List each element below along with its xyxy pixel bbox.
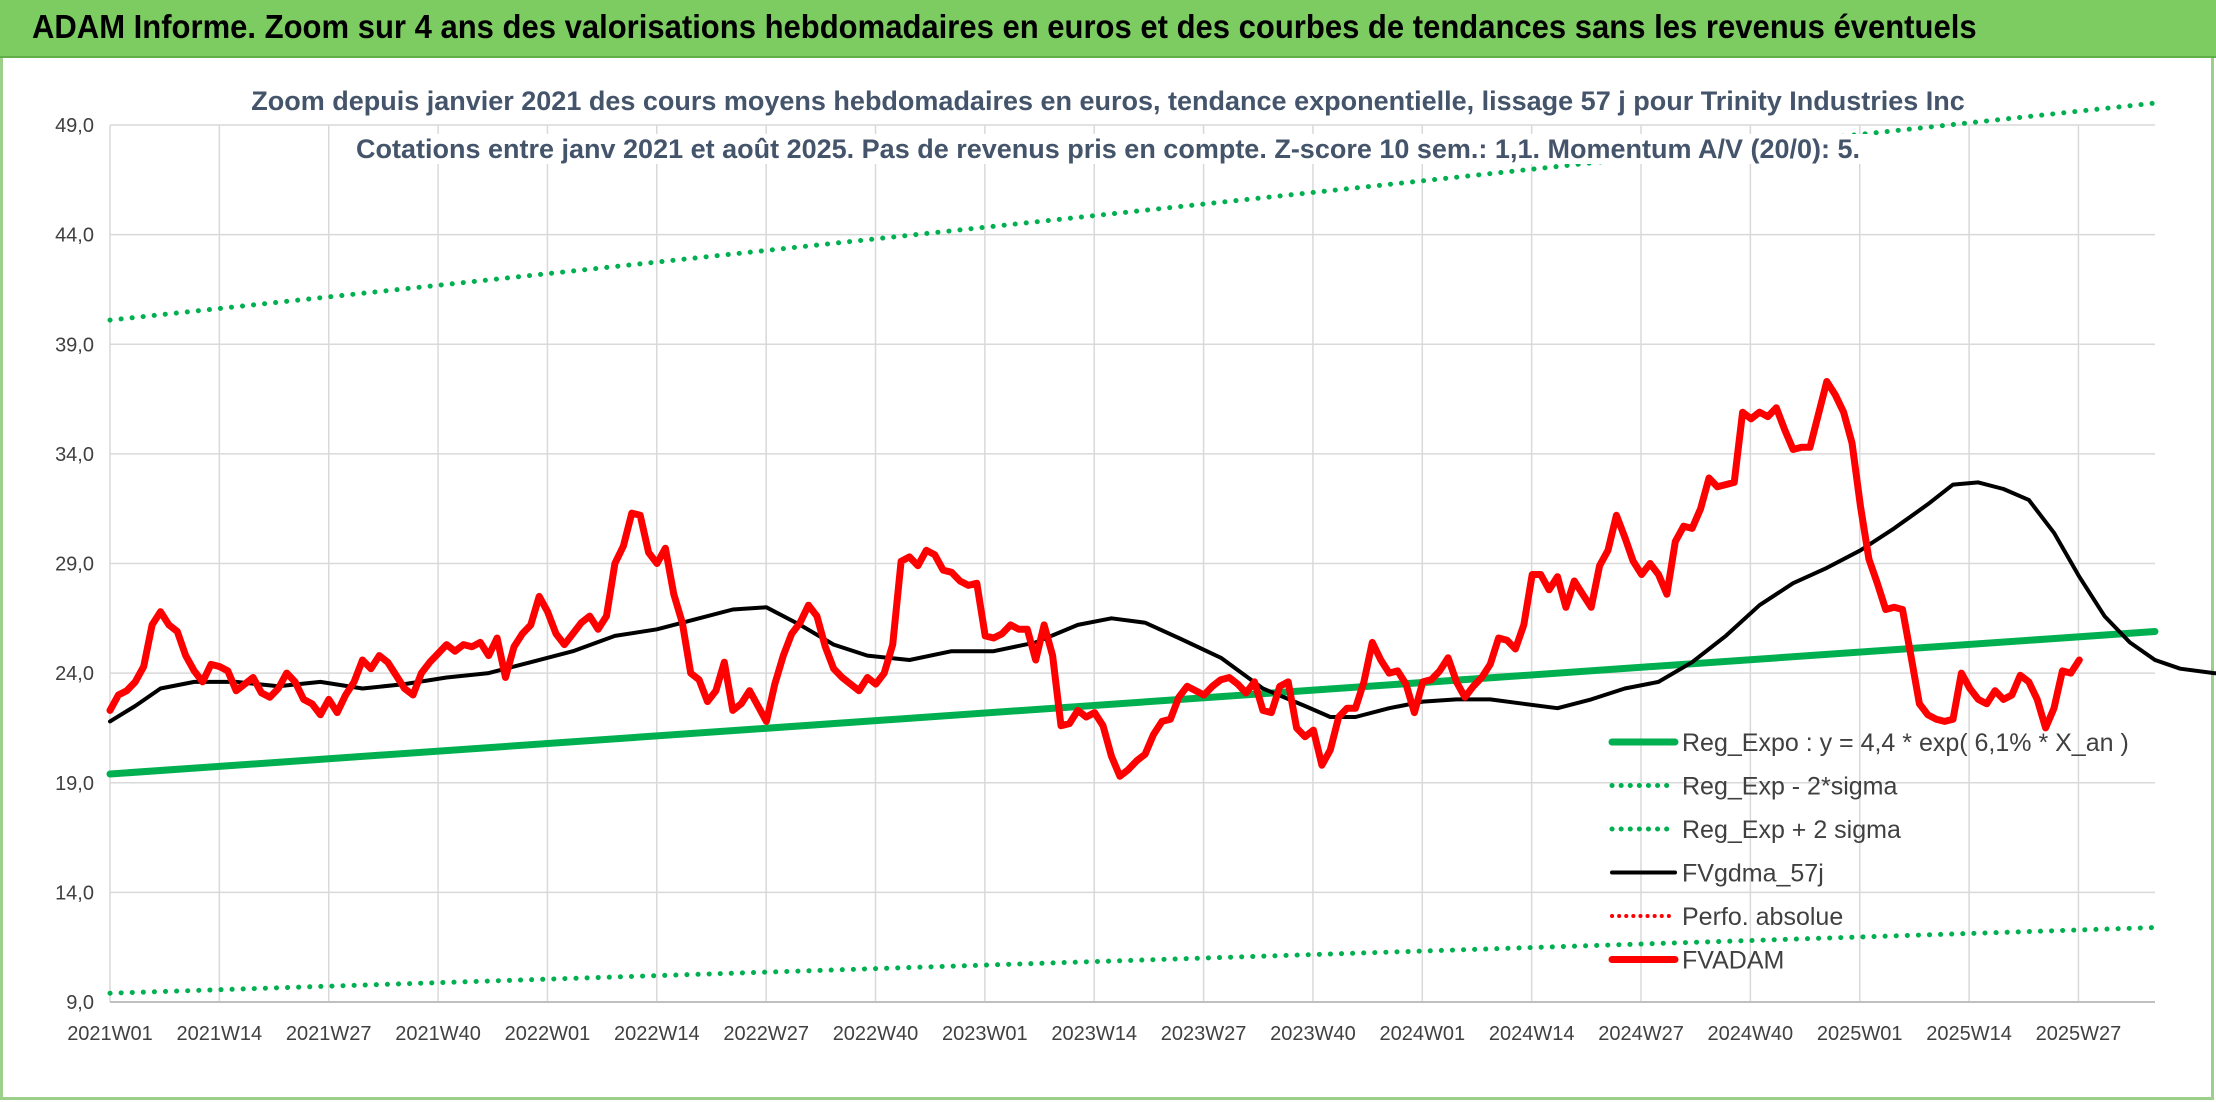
x-tick-label: 2023W27 (1161, 1023, 1247, 1045)
x-tick-label: 2021W14 (177, 1023, 263, 1045)
x-tick-label: 2023W14 (1051, 1023, 1137, 1045)
x-tick-label: 2021W27 (286, 1023, 372, 1045)
y-tick-label: 44,0 (55, 225, 94, 247)
x-tick-label: 2024W40 (1708, 1023, 1794, 1045)
y-tick-label: 39,0 (55, 334, 94, 356)
series-lines (106, 100, 2216, 996)
legend-label: Perfo. absolue (1682, 903, 1843, 931)
legend-label: Reg_Expo : y = 4,4 * exp( 6,1% * X_an ) (1682, 729, 2129, 757)
legend-label: FVADAM (1682, 947, 1784, 975)
x-tick-label: 2023W01 (942, 1023, 1028, 1045)
lower-sigma-band-line (107, 925, 2158, 996)
x-tick-label: 2022W40 (833, 1023, 919, 1045)
chart-legend: Reg_Expo : y = 4,4 * exp( 6,1% * X_an ) R… (1608, 729, 2129, 975)
x-axis-ticks: 2021W01 2021W14 2021W27 2021W40 2022W01 2022W… (67, 1023, 2121, 1045)
regression-trend-line (106, 628, 2159, 778)
x-tick-label: 2024W14 (1489, 1023, 1575, 1045)
moving-average-line (108, 480, 2216, 724)
x-tick-label: 2022W27 (723, 1023, 809, 1045)
y-tick-label: 19,0 (55, 773, 94, 795)
chart-frame (0, 58, 2214, 1100)
x-tick-label: 2021W01 (67, 1023, 153, 1045)
x-tick-label: 2024W01 (1379, 1023, 1465, 1045)
x-tick-label: 2022W14 (614, 1023, 700, 1045)
y-tick-label: 9,0 (66, 992, 94, 1014)
report-title: ADAM Informe. Zoom sur 4 ans des valoris… (32, 8, 1977, 45)
x-tick-label: 2023W40 (1270, 1023, 1356, 1045)
legend-label: Reg_Exp - 2*sigma (1682, 773, 1897, 801)
y-tick-label: 29,0 (55, 554, 94, 576)
y-tick-label: 14,0 (55, 882, 94, 904)
x-tick-label: 2025W14 (1926, 1023, 2012, 1045)
weekly-price-line (106, 378, 2083, 780)
x-tick-label: 2021W40 (395, 1023, 481, 1045)
y-axis-ticks: 9,0 14,0 19,0 24,0 29,0 34,0 39,0 44,0 49,0 (55, 115, 94, 1014)
y-tick-label: 34,0 (55, 444, 94, 466)
x-tick-label: 2024W27 (1598, 1023, 1684, 1045)
report-banner: ADAM Informe. Zoom sur 4 ans des valoris… (0, 0, 2216, 58)
y-tick-label: 24,0 (55, 663, 94, 685)
y-tick-label: 49,0 (55, 115, 94, 137)
x-tick-label: 2025W01 (1817, 1023, 1903, 1045)
x-tick-label: 2022W01 (505, 1023, 591, 1045)
upper-sigma-band-line (107, 100, 2158, 323)
grid-lines (109, 124, 2155, 1003)
legend-label: FVgdma_57j (1682, 860, 1824, 888)
legend-label: Reg_Exp + 2 sigma (1682, 816, 1901, 844)
x-tick-label: 2025W27 (2036, 1023, 2122, 1045)
